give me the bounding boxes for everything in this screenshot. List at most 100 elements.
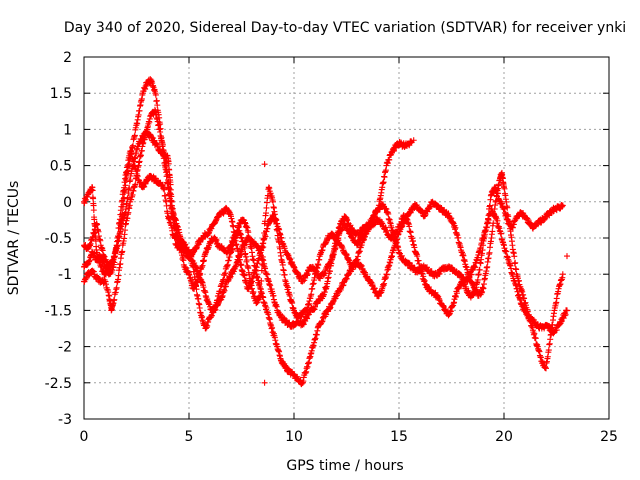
data-point-track-d <box>259 253 266 260</box>
data-point-track-c <box>254 274 261 281</box>
y-tick-label: 2 <box>63 50 72 66</box>
data-point-track-d <box>259 261 266 268</box>
data-point-track-a <box>238 261 245 268</box>
data-point-isolated <box>261 379 268 386</box>
data-point-track-b <box>119 248 126 255</box>
data-point-track-c <box>545 347 552 354</box>
data-point-track-c <box>559 271 566 278</box>
data-point-track-c <box>489 228 496 235</box>
data-point-track-d <box>242 253 249 260</box>
x-tick-label: 10 <box>285 429 303 445</box>
data-point-track-d <box>273 220 280 227</box>
data-point-track-a <box>89 187 96 194</box>
data-point-track-c <box>484 263 491 270</box>
y-tick-label: -1.5 <box>45 303 72 319</box>
data-point-track-a <box>126 185 133 192</box>
y-tick-label: 1 <box>63 122 72 138</box>
y-axis-ticks: 2 1.5 1 0.5 0 -0.5 -1 -1.5 -2 -2.5 -3 <box>45 50 609 428</box>
data-point-track-d <box>172 235 178 242</box>
data-point-track-c <box>491 211 498 218</box>
data-point-track-c <box>490 220 497 227</box>
data-point-track-c <box>152 91 159 98</box>
y-axis-label: SDTVAR / TECUs <box>6 181 22 296</box>
data-point-track-d <box>241 244 248 251</box>
y-tick-label: -2.5 <box>45 376 72 392</box>
data-point-track-b <box>111 296 118 303</box>
data-point-track-a <box>564 307 570 314</box>
data-point-track-d <box>260 235 267 242</box>
y-tick-label: -0.5 <box>45 231 72 247</box>
data-point-track-d <box>243 257 250 264</box>
data-point-track-d <box>258 267 265 274</box>
data-point-track-c <box>246 235 253 242</box>
data-point-track-d <box>197 270 204 277</box>
data-point-track-c <box>512 259 519 266</box>
data-point-track-c <box>543 365 549 372</box>
data-point-track-c <box>159 143 166 150</box>
data-point-track-d <box>263 210 269 217</box>
data-point-track-c <box>532 335 539 342</box>
data-point-track-d <box>115 233 122 240</box>
y-tick-label: 0 <box>63 195 72 211</box>
data-point-track-c <box>548 328 555 335</box>
x-tick-label: 0 <box>80 429 89 445</box>
data-point-track-a <box>503 248 510 255</box>
data-point-track-b <box>122 227 129 234</box>
data-point-track-c <box>163 173 170 180</box>
y-tick-label: 0.5 <box>50 159 72 175</box>
data-point-track-d <box>257 292 264 299</box>
data-point-track-b <box>115 272 122 279</box>
data-point-track-d <box>119 197 126 204</box>
x-tick-label: 5 <box>185 429 194 445</box>
data-points <box>81 76 570 388</box>
data-point-track-c <box>131 132 138 139</box>
data-point-track-d <box>261 229 268 236</box>
data-point-track-b <box>380 179 387 186</box>
data-point-track-c <box>154 102 161 109</box>
data-point-track-d <box>281 271 288 278</box>
data-point-track-d <box>260 244 267 251</box>
data-point-track-d <box>121 184 128 191</box>
data-point-track-c <box>165 185 172 192</box>
data-point-track-d <box>163 202 170 209</box>
data-point-track-c <box>511 253 518 260</box>
grid-lines <box>84 57 609 419</box>
x-tick-label: 15 <box>390 429 408 445</box>
data-point-track-d <box>263 204 270 211</box>
data-point-track-c <box>166 195 173 202</box>
data-point-track-b <box>125 209 132 216</box>
data-point-track-c <box>217 288 224 295</box>
x-tick-label: 25 <box>600 429 618 445</box>
data-point-track-a <box>494 217 501 224</box>
data-point-track-c <box>157 125 164 132</box>
data-point-track-b <box>113 284 120 291</box>
data-point-track-d <box>262 218 269 225</box>
x-axis-ticks: 0 5 10 15 20 25 <box>80 57 618 445</box>
data-point-track-d <box>270 198 276 205</box>
data-point-track-d <box>258 277 265 284</box>
x-axis-label: GPS time / hours <box>286 458 403 474</box>
data-point-track-d <box>257 286 264 293</box>
data-point-track-d <box>315 262 322 269</box>
data-point-track-a <box>90 207 97 214</box>
y-tick-label: -1 <box>58 267 72 283</box>
data-point-track-b <box>141 136 148 143</box>
data-point-track-b <box>117 260 124 267</box>
data-point-track-d <box>308 291 315 298</box>
chart-title: Day 340 of 2020, Sidereal Day-to-day VTE… <box>64 20 626 36</box>
y-tick-label: -3 <box>58 412 72 428</box>
data-point-track-b <box>326 268 333 275</box>
y-tick-label: -2 <box>58 340 72 356</box>
data-point-isolated <box>564 253 570 260</box>
data-point-track-c <box>160 149 167 156</box>
data-point-track-d <box>111 259 118 266</box>
x-tick-label: 20 <box>495 429 513 445</box>
data-point-track-c <box>250 257 257 264</box>
data-point-track-a <box>230 223 237 230</box>
data-point-track-c <box>245 229 252 236</box>
data-point-track-c <box>486 249 493 256</box>
data-point-track-b <box>132 181 139 188</box>
data-point-track-c <box>130 142 136 149</box>
y-tick-label: 1.5 <box>50 86 72 102</box>
